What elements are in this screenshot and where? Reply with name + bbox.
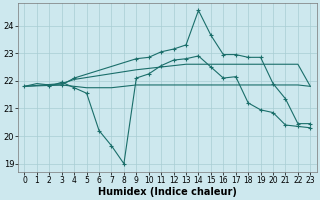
X-axis label: Humidex (Indice chaleur): Humidex (Indice chaleur) (98, 187, 237, 197)
